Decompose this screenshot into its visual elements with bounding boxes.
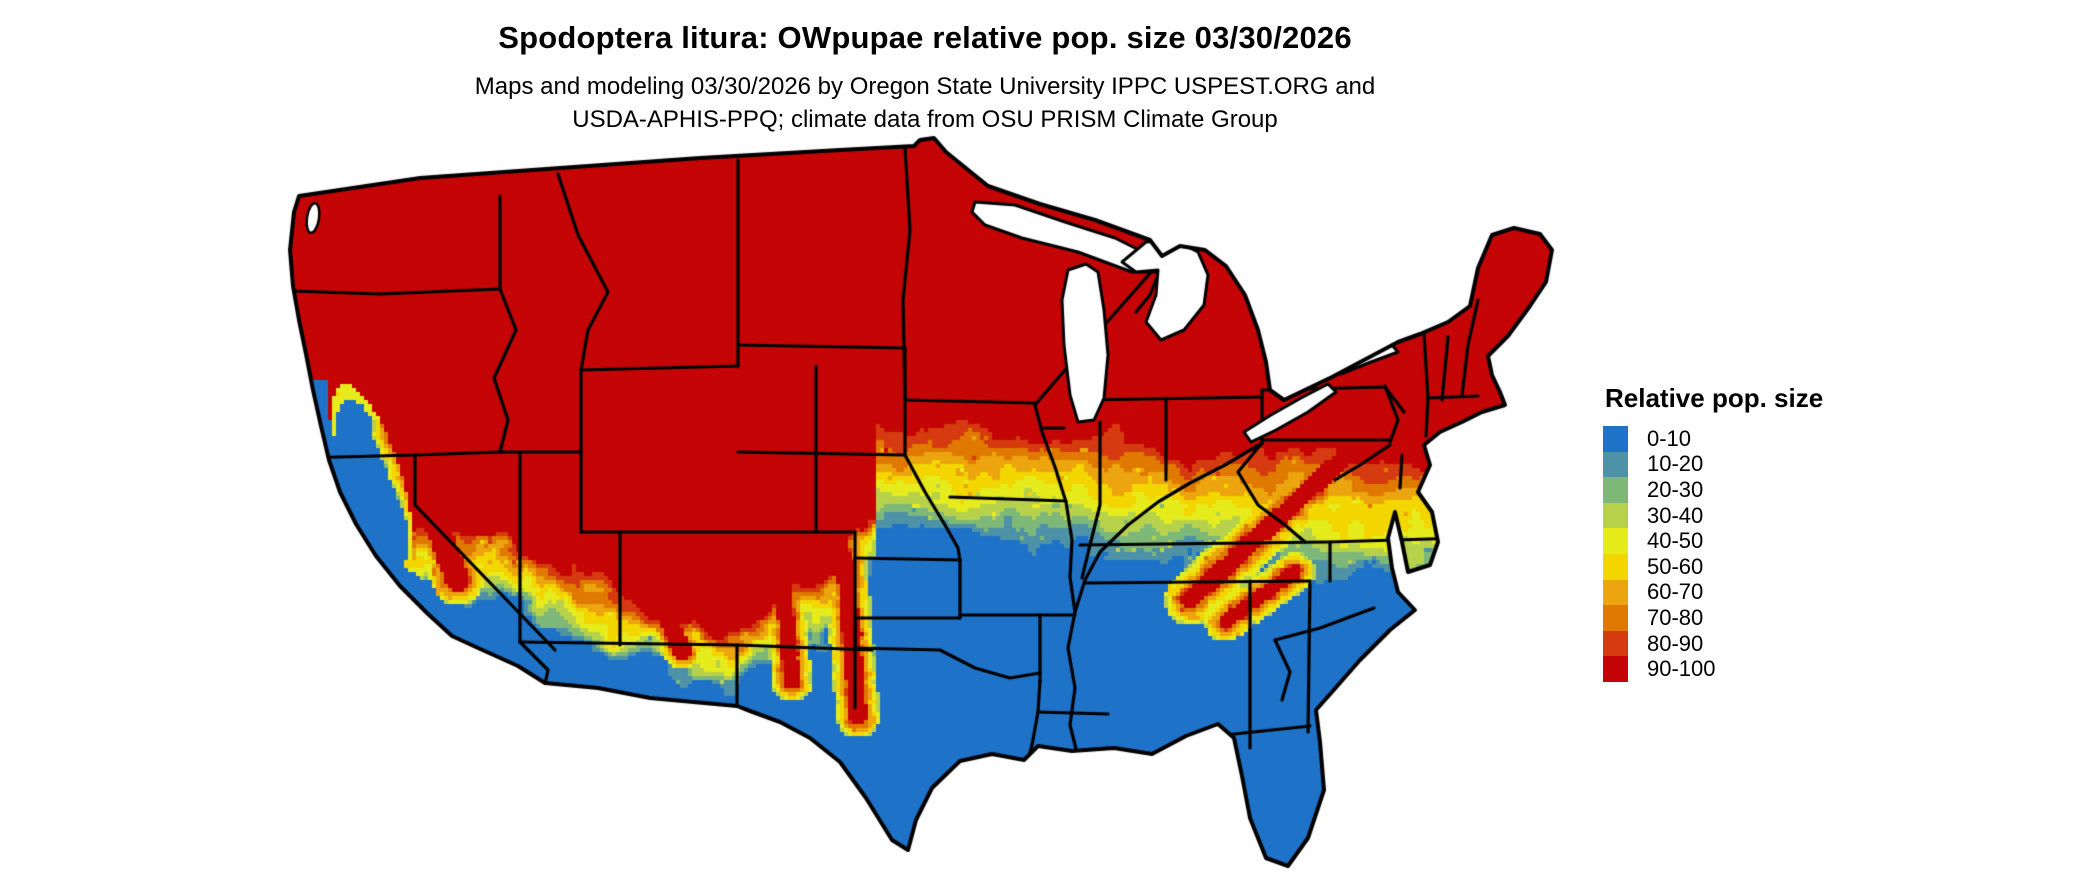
legend-color-swatch	[1603, 553, 1628, 580]
page-title: Spodoptera litura: OWpupae relative pop.…	[498, 20, 1352, 55]
legend-color-swatch	[1603, 579, 1628, 606]
legend-item: 40-50	[1603, 528, 1823, 554]
legend-item: 60-70	[1603, 579, 1823, 606]
legend-title: Relative pop. size	[1605, 383, 1824, 413]
attribution-line-2: USDA-APHIS-PPQ; climate data from OSU PR…	[572, 106, 1278, 133]
legend-color-swatch	[1603, 451, 1628, 478]
legend-item-label: 30-40	[1647, 502, 1704, 528]
legend-color-swatch	[1603, 528, 1628, 554]
legend-item-label: 60-70	[1647, 579, 1704, 605]
legend-item: 30-40	[1603, 503, 1823, 529]
legend-item-label: 20-30	[1647, 476, 1704, 502]
attribution-line-1: Maps and modeling 03/30/2026 by Oregon S…	[474, 73, 1376, 100]
legend-color-swatch	[1603, 502, 1628, 529]
legend-item: 20-30	[1603, 477, 1823, 503]
map-legend: Relative pop. size 0-10 10-20 20-30 30-4…	[1603, 383, 1823, 682]
legend-color-swatch	[1603, 426, 1628, 452]
legend-item: 80-90	[1603, 631, 1823, 657]
legend-item-label: 10-20	[1647, 451, 1704, 477]
legend-item-label: 0-10	[1647, 425, 1692, 451]
legend-color-swatch	[1603, 605, 1628, 631]
legend-color-swatch	[1603, 630, 1628, 657]
legend-color-swatch	[1603, 656, 1628, 682]
legend-item-label: 90-100	[1647, 656, 1716, 682]
legend-item: 50-60	[1603, 554, 1823, 580]
map-attribution: Maps and modeling 03/30/2026 by Oregon S…	[0, 70, 1850, 136]
legend-item: 70-80	[1603, 605, 1823, 631]
legend-item: 10-20	[1603, 451, 1823, 478]
map-header: Spodoptera litura: OWpupae relative pop.…	[0, 0, 1850, 136]
legend-item-label: 70-80	[1647, 604, 1704, 630]
legend-color-swatch	[1603, 477, 1628, 503]
legend-item: 90-100	[1603, 656, 1823, 682]
legend-items: 0-10 10-20 20-30 30-40 40-50 50-60 60-70	[1603, 426, 1823, 682]
legend-item: 0-10	[1603, 426, 1823, 452]
legend-item-label: 50-60	[1647, 553, 1704, 579]
legend-item-label: 80-90	[1647, 630, 1704, 656]
legend-item-label: 40-50	[1647, 528, 1704, 554]
